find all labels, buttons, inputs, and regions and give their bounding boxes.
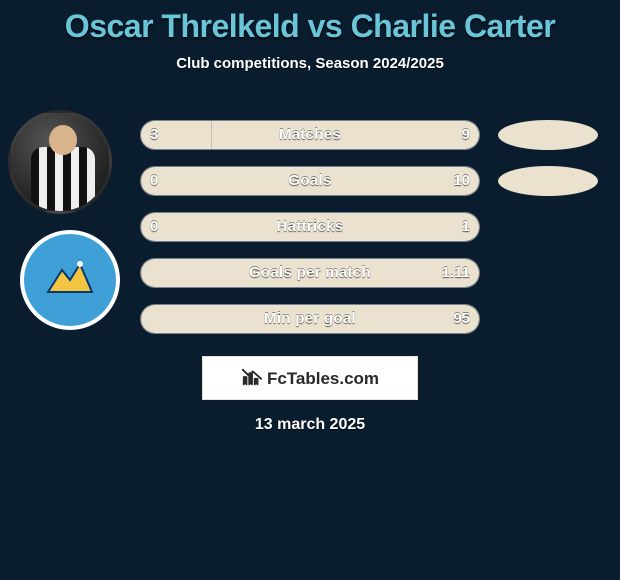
stat-label: Goals per match bbox=[140, 258, 480, 288]
chart-icon bbox=[241, 366, 263, 388]
player-avatar bbox=[8, 110, 112, 214]
generated-date: 13 march 2025 bbox=[0, 416, 620, 434]
stat-label: Goals bbox=[140, 166, 480, 196]
brand-box: FcTables.com bbox=[202, 356, 418, 400]
stat-row: 39Matches bbox=[140, 120, 480, 150]
stat-row: 01Hattricks bbox=[140, 212, 480, 242]
page-subtitle: Club competitions, Season 2024/2025 bbox=[0, 55, 620, 72]
stat-row: 1.11Goals per match bbox=[140, 258, 480, 288]
stat-label: Matches bbox=[140, 120, 480, 150]
brand-text: FcTables.com bbox=[267, 369, 379, 388]
stat-label: Min per goal bbox=[140, 304, 480, 334]
stat-label: Hattricks bbox=[140, 212, 480, 242]
right-ellipse bbox=[498, 120, 598, 150]
club-badge bbox=[20, 230, 120, 330]
club-badge-icon bbox=[40, 250, 100, 310]
stat-row: 95Min per goal bbox=[140, 304, 480, 334]
right-ellipse bbox=[498, 166, 598, 196]
page-title: Oscar Threlkeld vs Charlie Carter bbox=[0, 0, 620, 45]
stat-row: 010Goals bbox=[140, 166, 480, 196]
